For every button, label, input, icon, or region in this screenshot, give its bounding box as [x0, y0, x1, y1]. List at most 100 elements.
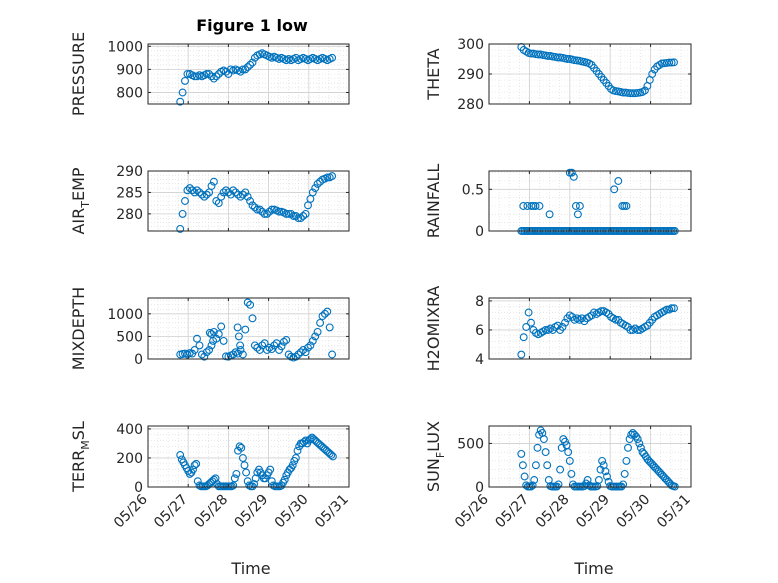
data-point [620, 202, 629, 210]
data-point [246, 60, 255, 69]
data-point [545, 210, 554, 219]
data-point [253, 205, 262, 214]
y-axis-label: PRESSURE [69, 32, 88, 116]
data-point [622, 202, 631, 210]
data-point [619, 480, 628, 489]
data-point [539, 51, 548, 60]
data-point [306, 435, 315, 444]
data-point [569, 172, 578, 181]
data-point [255, 205, 264, 214]
data-point [234, 190, 242, 199]
y-tick-label: 1000 [107, 39, 143, 55]
data-point [209, 177, 218, 186]
data-point [662, 305, 671, 314]
data-point [554, 480, 563, 489]
data-point [533, 443, 542, 452]
data-point [620, 469, 629, 478]
data-point [240, 461, 249, 470]
data-point [217, 192, 226, 201]
y-tick-label: 900 [116, 62, 143, 78]
axes-frame [488, 425, 692, 488]
y-axis-label: H2OMIXRA [424, 286, 443, 372]
subplot-3: 280 285 290 AIRTEMP [69, 164, 350, 235]
data-point [200, 192, 209, 201]
data-point [229, 481, 238, 490]
data-point [553, 321, 562, 330]
data-point [311, 332, 320, 341]
data-point [610, 185, 619, 194]
data-point [279, 337, 288, 346]
x-tick-label: 05/27 [151, 492, 191, 532]
axes-frame [147, 170, 350, 232]
data-point [640, 86, 649, 95]
x-tick-label: 05/31 [312, 492, 352, 532]
y-tick-label: 200 [116, 451, 143, 467]
data-point [270, 341, 279, 350]
data-point [284, 209, 293, 218]
data-point [248, 482, 257, 491]
data-point [519, 333, 528, 342]
data-point [230, 474, 239, 483]
data-point [209, 74, 218, 83]
data-point [205, 328, 214, 337]
data-point [246, 300, 255, 309]
data-point [325, 323, 334, 332]
data-point [176, 451, 185, 459]
axes-frame [488, 297, 692, 360]
data-point [211, 474, 220, 483]
data-point [597, 307, 606, 316]
subplot-1: 800 900 1000 PRESSURE [69, 32, 350, 116]
data-point [635, 439, 644, 448]
axes-frame [147, 43, 350, 105]
data-point [241, 65, 250, 74]
data-point [670, 304, 678, 313]
data-point [258, 341, 267, 350]
y-tick-label: 0 [134, 480, 143, 496]
data-point [311, 184, 320, 193]
data-point [567, 469, 576, 478]
data-point [670, 58, 678, 67]
data-point [633, 435, 642, 444]
data-point [571, 202, 580, 210]
data-point [328, 452, 337, 461]
data-point [248, 314, 257, 323]
data-point [553, 53, 562, 62]
data-point [190, 461, 199, 470]
data-point [541, 448, 550, 457]
data-point [313, 179, 322, 188]
x-tick-label: 05/30 [272, 492, 312, 532]
y-axis-label: THETA [424, 48, 443, 100]
y-tick-label: 0 [475, 224, 484, 240]
data-point [190, 346, 199, 354]
y-axis-label: MIXDEPTH [69, 287, 88, 370]
data-point [648, 70, 657, 78]
data-point [527, 49, 535, 58]
data-point [293, 446, 302, 455]
subplot-6: 4 6 8 H2OMIXRA [424, 286, 692, 372]
data-point [520, 472, 529, 481]
data-point [241, 188, 250, 197]
data-point [622, 456, 631, 465]
x-tick-label: 05/29 [232, 492, 272, 532]
data-point [193, 186, 201, 195]
x-tick-label: 05/28 [191, 492, 231, 532]
data-point [603, 472, 611, 481]
x-tick-label: 05/28 [533, 492, 573, 532]
data-point [235, 442, 244, 451]
data-point [291, 454, 300, 462]
data-point [289, 212, 298, 220]
data-point [237, 443, 246, 452]
data-point [248, 201, 257, 210]
subplot-5: 0 500 1000 MIXDEPTH [69, 287, 350, 370]
data-point [544, 52, 552, 60]
data-point [176, 97, 185, 106]
data-point [233, 323, 242, 332]
data-point [212, 197, 221, 205]
data-point [535, 202, 544, 210]
data-point [260, 209, 269, 218]
data-point [176, 224, 185, 233]
data-point [539, 435, 548, 444]
data-point [253, 343, 262, 352]
data-point [205, 70, 214, 78]
